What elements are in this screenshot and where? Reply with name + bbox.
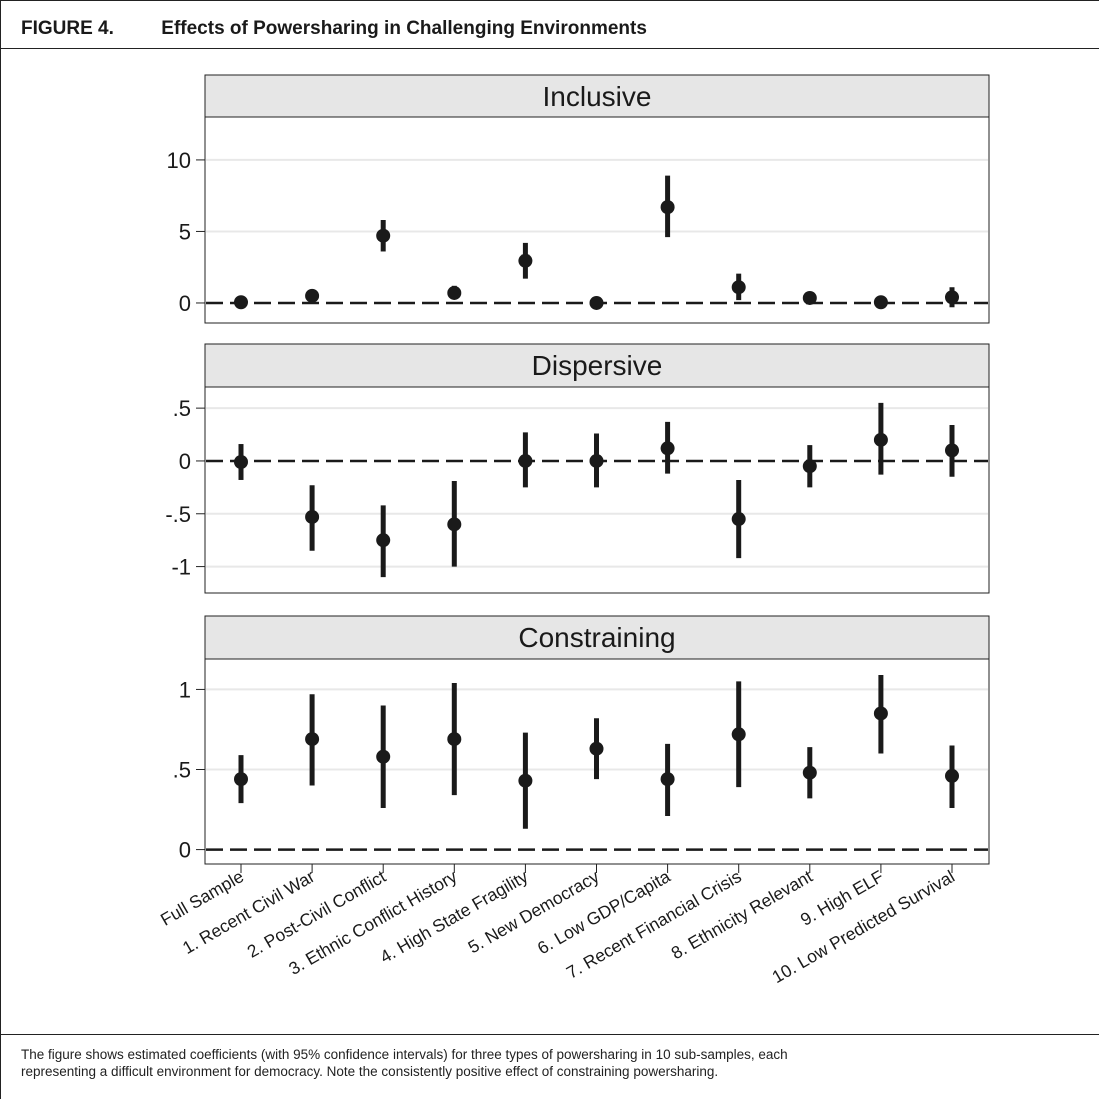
panel-strip-inclusive: [204, 74, 990, 118]
point-estimate: [305, 732, 320, 747]
y-tick-label: .5: [173, 758, 191, 783]
figure-header: FIGURE 4. Effects of Powersharing in Cha…: [21, 18, 647, 48]
point-estimate: [802, 290, 817, 305]
figure-title: Effects of Powersharing in Challenging E…: [161, 18, 647, 39]
point-estimate: [376, 749, 391, 764]
header-rule: [1, 48, 1099, 49]
y-tick-label: 0: [179, 291, 191, 316]
caption-line-2: representing a difficult environment for…: [21, 1064, 719, 1079]
point-estimate: [305, 288, 320, 303]
point-estimate: [234, 772, 248, 787]
point-estimate: [873, 432, 888, 447]
caption-line-1: The figure shows estimated coefficients …: [21, 1047, 788, 1062]
coefficient-plot: Inclusive0510Dispersive.50-.5-1Constrain…: [157, 74, 990, 987]
point-estimate: [376, 533, 391, 548]
point-estimate: [305, 509, 320, 524]
point-estimate: [731, 727, 746, 742]
point-estimate: [589, 295, 604, 310]
y-tick-label: .5: [173, 396, 191, 421]
y-tick-label: 0: [179, 838, 191, 863]
caption-rule: [1, 1034, 1099, 1035]
point-estimate: [660, 200, 675, 215]
y-tick-label: 10: [167, 148, 191, 173]
point-estimate: [873, 706, 888, 721]
point-estimate: [945, 768, 959, 783]
point-estimate: [589, 453, 604, 468]
point-estimate: [873, 295, 888, 310]
point-estimate: [447, 517, 462, 532]
point-estimate: [447, 732, 462, 747]
point-estimate: [518, 773, 533, 788]
y-tick-label: 1: [179, 677, 191, 702]
figure-caption: The figure shows estimated coefficients …: [21, 1046, 1099, 1080]
panel-strip-constraining: [204, 615, 990, 660]
point-estimate: [731, 280, 746, 295]
figure-label: FIGURE 4.: [21, 18, 114, 39]
panel-title-constraining: Constraining: [518, 622, 675, 653]
point-estimate: [234, 295, 248, 310]
y-tick-label: -.5: [165, 502, 191, 527]
plot-area-dispersive: [204, 386, 990, 594]
point-estimate: [376, 228, 391, 243]
panel-title-inclusive: Inclusive: [543, 81, 652, 112]
point-estimate: [660, 441, 675, 456]
point-estimate: [234, 455, 248, 470]
panel-title-dispersive: Dispersive: [532, 350, 663, 381]
y-tick-label: 0: [179, 449, 191, 474]
point-estimate: [945, 290, 959, 305]
x-tick-label: 5. New Democracy: [464, 866, 602, 957]
y-tick-label: 5: [179, 219, 191, 244]
point-estimate: [518, 253, 533, 268]
panel-strip-dispersive: [204, 343, 990, 388]
plot-area-inclusive: [204, 116, 990, 324]
point-estimate: [731, 512, 746, 527]
point-estimate: [945, 443, 959, 458]
point-estimate: [660, 772, 675, 787]
point-estimate: [589, 741, 604, 756]
point-estimate: [518, 453, 533, 468]
point-estimate: [802, 765, 817, 780]
point-estimate: [447, 285, 462, 300]
point-estimate: [802, 459, 817, 474]
y-tick-label: -1: [171, 555, 191, 580]
